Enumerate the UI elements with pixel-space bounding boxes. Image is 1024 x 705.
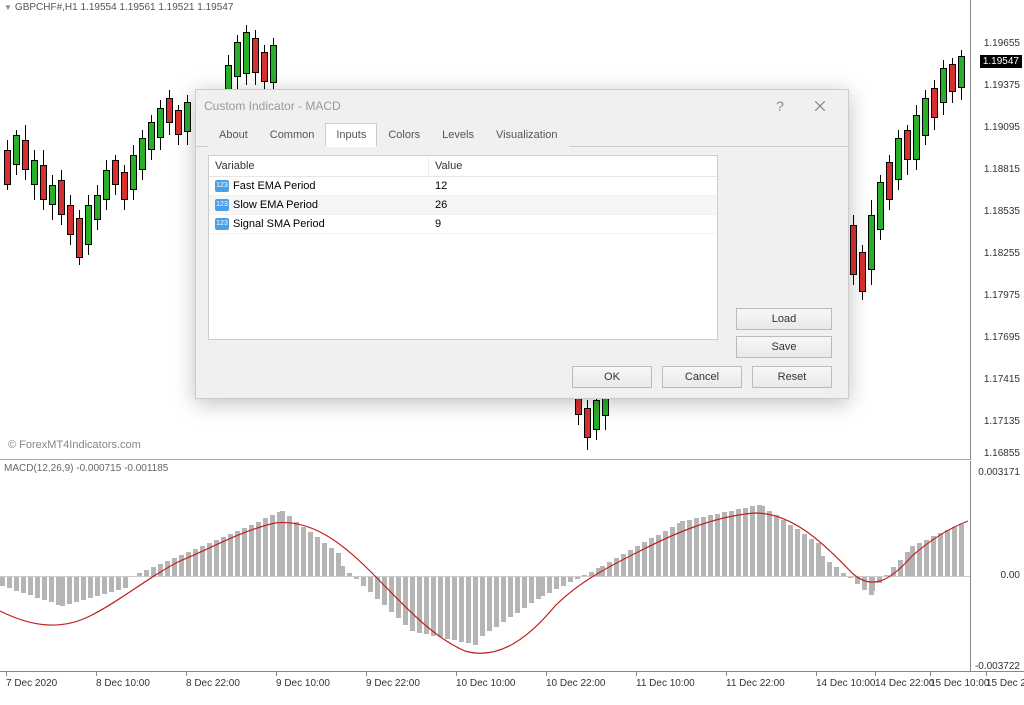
- close-icon: [815, 101, 825, 111]
- dialog-tabs: AboutCommonInputsColorsLevelsVisualizati…: [196, 122, 848, 147]
- time-axis: 7 Dec 2020 8 Dec 10:00 8 Dec 22:00 9 Dec 10…: [0, 671, 1024, 705]
- tab-about[interactable]: About: [208, 123, 259, 147]
- cancel-button[interactable]: Cancel: [662, 366, 742, 388]
- time-label: 9 Dec 22:00: [366, 678, 420, 689]
- price-label: 1.16855: [984, 448, 1020, 459]
- time-label: 11 Dec 22:00: [726, 678, 785, 689]
- price-label: 1.17415: [984, 374, 1020, 385]
- variable-name: Fast EMA Period: [233, 180, 316, 192]
- number-icon: 123: [215, 180, 229, 192]
- right-button-group: Load Save: [736, 308, 832, 358]
- variable-name: Slow EMA Period: [233, 199, 318, 211]
- close-button[interactable]: [800, 92, 840, 120]
- price-label: 1.19655: [984, 38, 1020, 49]
- reset-button[interactable]: Reset: [752, 366, 832, 388]
- ok-button[interactable]: OK: [572, 366, 652, 388]
- help-button[interactable]: ?: [760, 92, 800, 120]
- price-label: 1.19547: [980, 55, 1022, 68]
- dialog-title-bar[interactable]: Custom Indicator - MACD ?: [196, 90, 848, 122]
- time-label: 10 Dec 22:00: [546, 678, 606, 689]
- input-row[interactable]: 123 Signal SMA Period 9: [209, 215, 717, 234]
- time-label: 11 Dec 10:00: [636, 678, 695, 689]
- macd-signal-line: [0, 461, 970, 671]
- grid-header: Variable Value: [209, 156, 717, 177]
- variable-value[interactable]: 12: [429, 177, 717, 195]
- inputs-grid[interactable]: Variable Value 123 Fast EMA Period 12 123 Sl…: [208, 155, 718, 340]
- chart-header: ▼GBPCHF#,H1 1.19554 1.19561 1.19521 1.19…: [4, 2, 233, 13]
- time-label: 7 Dec 2020: [6, 678, 57, 689]
- time-label: 14 Dec 10:00: [816, 678, 876, 689]
- time-label: 10 Dec 10:00: [456, 678, 516, 689]
- macd-axis-label: 0.00: [1001, 570, 1020, 581]
- bottom-button-group: OK Cancel Reset: [572, 366, 832, 388]
- variable-name: Signal SMA Period: [233, 218, 325, 230]
- tab-levels[interactable]: Levels: [431, 123, 485, 147]
- price-label: 1.18255: [984, 248, 1020, 259]
- tab-colors[interactable]: Colors: [377, 123, 431, 147]
- time-label: 8 Dec 10:00: [96, 678, 150, 689]
- input-row[interactable]: 123 Slow EMA Period 26: [209, 196, 717, 215]
- time-label: 15 Dec 10:00: [930, 678, 990, 689]
- time-label: 8 Dec 22:00: [186, 678, 240, 689]
- macd-axis-label: 0.003171: [978, 467, 1020, 478]
- price-axis: 1.19655 1.19547 1.19375 1.19095 1.18815 1.185…: [970, 0, 1024, 460]
- price-label: 1.17975: [984, 290, 1020, 301]
- input-row[interactable]: 123 Fast EMA Period 12: [209, 177, 717, 196]
- macd-axis: 0.0031710.00-0.003722: [970, 461, 1024, 671]
- number-icon: 123: [215, 218, 229, 230]
- tab-inputs[interactable]: Inputs: [325, 123, 377, 147]
- tab-common[interactable]: Common: [259, 123, 326, 147]
- variable-value[interactable]: 26: [429, 196, 717, 214]
- time-label: 15 Dec 22:00: [986, 678, 1024, 689]
- macd-layer: [0, 461, 970, 671]
- price-label: 1.19375: [984, 80, 1020, 91]
- save-button[interactable]: Save: [736, 336, 832, 358]
- col-value[interactable]: Value: [429, 156, 717, 176]
- price-label: 1.18815: [984, 164, 1020, 175]
- load-button[interactable]: Load: [736, 308, 832, 330]
- time-label: 9 Dec 10:00: [276, 678, 330, 689]
- variable-value[interactable]: 9: [429, 215, 717, 233]
- watermark: © ForexMT4Indicators.com: [8, 439, 141, 451]
- macd-panel[interactable]: MACD(12,26,9) -0.000715 -0.001185: [0, 461, 970, 671]
- tab-visualization[interactable]: Visualization: [485, 123, 569, 147]
- number-icon: 123: [215, 199, 229, 211]
- price-label: 1.17695: [984, 332, 1020, 343]
- price-label: 1.19095: [984, 122, 1020, 133]
- col-variable[interactable]: Variable: [209, 156, 429, 176]
- time-label: 14 Dec 22:00: [875, 678, 935, 689]
- indicator-settings-dialog: Custom Indicator - MACD ? AboutCommonInp…: [195, 89, 849, 399]
- dialog-title: Custom Indicator - MACD: [204, 99, 341, 113]
- price-label: 1.17135: [984, 416, 1020, 427]
- price-label: 1.18535: [984, 206, 1020, 217]
